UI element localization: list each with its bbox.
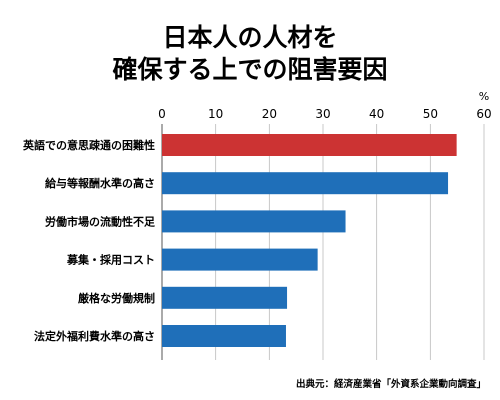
x-tick-label: 10	[208, 107, 223, 121]
chart-title: 日本人の人材を 確保する上での阻害要因	[0, 22, 500, 86]
category-label: 労働市場の流動性不足	[45, 214, 156, 228]
bar	[162, 172, 449, 195]
axis-ticks: 0 10 20 30 40 50 60	[158, 107, 491, 121]
bar	[162, 134, 457, 156]
x-tick-label: 40	[369, 107, 384, 121]
category-label: 厳格な労働規制	[78, 291, 155, 305]
bar	[162, 325, 286, 347]
category-label: 法定外福利費水準の高さ	[34, 329, 155, 343]
x-tick-label: 20	[262, 107, 277, 121]
unit-label: %	[479, 90, 489, 103]
x-tick-label: 0	[158, 107, 166, 121]
bars	[162, 134, 457, 347]
grid-lines	[161, 124, 485, 360]
x-tick-label: 50	[423, 107, 438, 121]
category-label: 募集・採用コスト	[66, 253, 155, 267]
x-tick-label: 60	[476, 107, 491, 121]
bar	[162, 210, 346, 233]
category-label: 給与等報酬水準の高さ	[45, 176, 155, 190]
source-note: 出典元：経済産業省「外資系企業動向調査」	[295, 379, 486, 390]
chart-title-line-1: 日本人の人材を	[162, 23, 338, 52]
chart-title-line-2: 確保する上での阻害要因	[112, 55, 388, 84]
x-tick-label: 30	[315, 107, 330, 121]
bar	[162, 248, 318, 271]
category-label: 英語での意思疎通の困難性	[22, 138, 155, 152]
bar	[162, 286, 288, 309]
category-labels: 英語での意思疎通の困難性給与等報酬水準の高さ労働市場の流動性不足募集・採用コスト…	[22, 138, 156, 343]
